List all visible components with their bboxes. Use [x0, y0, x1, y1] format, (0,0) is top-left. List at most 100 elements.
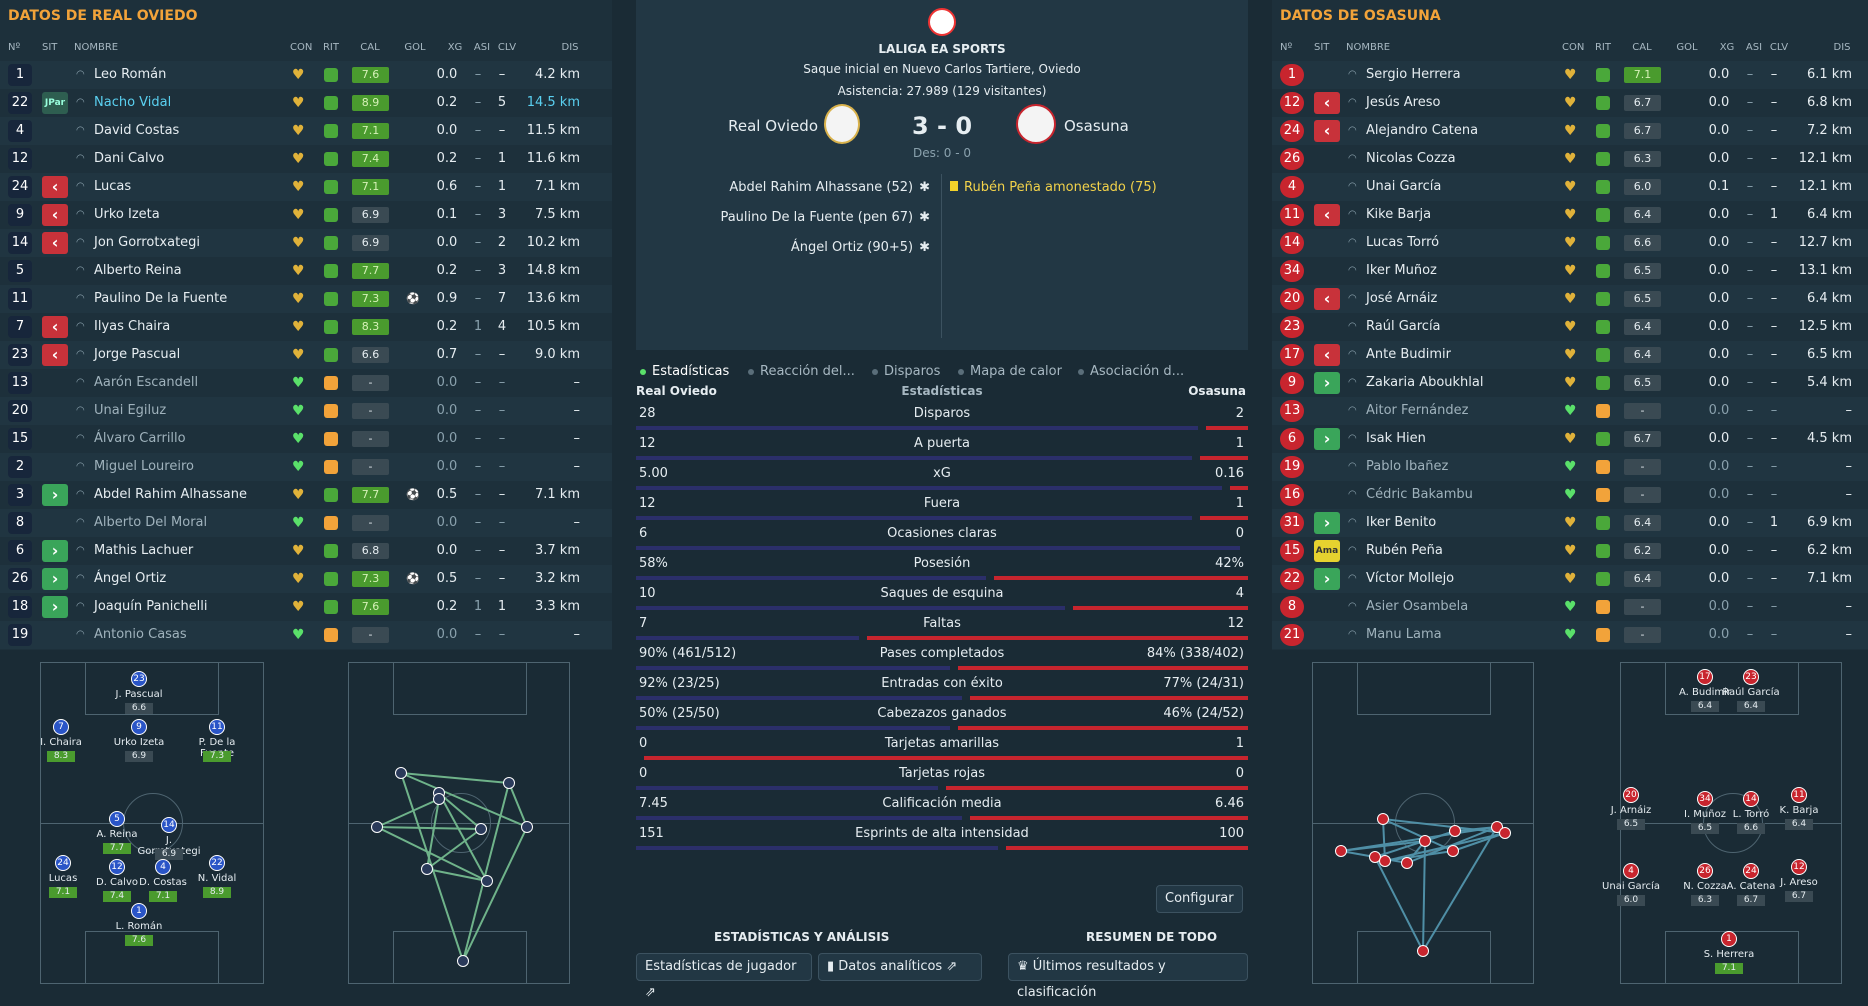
player-name[interactable]: Ilyas Chaira	[94, 319, 171, 334]
table-row[interactable]: 1 ◠ Leo Román ♥ 7.6 0.0 – – 4.2 km	[0, 61, 612, 89]
tab-4[interactable]: Asociación d...	[1078, 364, 1184, 379]
table-row[interactable]: 20 ‹ ◠ José Arnáiz ♥ 6.5 0.0 – – 6.4 km	[1272, 285, 1868, 313]
pass-node[interactable]	[1401, 857, 1413, 869]
player-stats-button[interactable]: Estadísticas de jugador ⇗	[636, 953, 812, 1000]
player-name[interactable]: Rubén Peña	[1366, 543, 1443, 558]
pass-node[interactable]	[1335, 845, 1347, 857]
pass-node[interactable]	[481, 875, 493, 887]
table-row[interactable]: 11 ◠ Paulino De la Fuente ♥ 7.3 ⚽ 0.9 –7 13.6 km	[0, 285, 612, 313]
player-name[interactable]: Aarón Escandell	[94, 375, 199, 390]
pass-node[interactable]	[1377, 813, 1389, 825]
col-header[interactable]: ASI	[1745, 42, 1763, 53]
player-name[interactable]: Iker Benito	[1366, 515, 1437, 530]
player-marker[interactable]: 1	[1721, 931, 1737, 947]
pass-node[interactable]	[1447, 845, 1459, 857]
player-marker[interactable]: 34	[1697, 791, 1713, 807]
player-name[interactable]: Lucas	[94, 179, 132, 194]
col-header[interactable]: CLV	[1769, 42, 1789, 53]
table-row[interactable]: 14 ◠ Lucas Torró ♥ 6.6 0.0 – – 12.7 km	[1272, 229, 1868, 257]
player-name[interactable]: Isak Hien	[1366, 431, 1426, 446]
player-marker[interactable]: 5	[109, 811, 125, 827]
player-name[interactable]: Abdel Rahim Alhassane	[94, 487, 247, 502]
table-row[interactable]: 11 ‹ ◠ Kike Barja ♥ 6.4 0.0 –1 6.4 km	[1272, 201, 1868, 229]
pass-node[interactable]	[1379, 855, 1391, 867]
player-name[interactable]: Leo Román	[94, 67, 167, 82]
pass-node[interactable]	[475, 823, 487, 835]
table-row[interactable]: 9 › ◠ Zakaria Aboukhlal ♥ 6.5 0.0 – – 5.4 km	[1272, 369, 1868, 397]
player-marker[interactable]: 17	[1697, 669, 1713, 685]
player-name[interactable]: Urko Izeta	[94, 207, 160, 222]
player-marker[interactable]: 12	[109, 859, 125, 875]
home-team-name[interactable]: Real Oviedo	[728, 117, 818, 135]
player-name[interactable]: Dani Calvo	[94, 151, 165, 166]
col-header[interactable]: DIS	[1833, 42, 1851, 53]
table-row[interactable]: 21 ◠ Manu Lama ♥ - 0.0 – – –	[1272, 621, 1868, 649]
away-team-name[interactable]: Osasuna	[1064, 117, 1129, 135]
player-marker[interactable]: 20	[1623, 787, 1639, 803]
table-row[interactable]: 19 ◠ Pablo Ibañez ♥ - 0.0 – – –	[1272, 453, 1868, 481]
player-name[interactable]: Sergio Herrera	[1366, 67, 1461, 82]
player-name[interactable]: Unai García	[1366, 179, 1442, 194]
col-header[interactable]: RIT	[1594, 42, 1611, 53]
player-name[interactable]: Asier Osambela	[1366, 599, 1469, 614]
pass-node[interactable]	[1449, 825, 1461, 837]
table-row[interactable]: 13 ◠ Aarón Escandell ♥ - 0.0 – – –	[0, 369, 612, 397]
tab-0[interactable]: Estadísticas	[640, 364, 729, 379]
table-row[interactable]: 18 › ◠ Joaquín Panichelli ♥ 7.6 0.2 1 1 3.3 km	[0, 593, 612, 621]
col-header[interactable]: NOMBRE	[74, 42, 119, 53]
table-row[interactable]: 24 ‹ ◠ Alejandro Catena ♥ 6.7 0.0 – – 7.2 km	[1272, 117, 1868, 145]
player-name[interactable]: Alberto Del Moral	[94, 515, 208, 530]
col-header[interactable]: NOMBRE	[1346, 42, 1391, 53]
table-row[interactable]: 24 ‹ ◠ Lucas ♥ 7.1 0.6 –1 7.1 km	[0, 173, 612, 201]
player-name[interactable]: Unai Egiluz	[94, 403, 167, 418]
col-header[interactable]: SIT	[1314, 42, 1330, 53]
table-row[interactable]: 26 ◠ Nicolas Cozza ♥ 6.3 0.0 – – 12.1 km	[1272, 145, 1868, 173]
table-row[interactable]: 4 ◠ David Costas ♥ 7.1 0.0 – – 11.5 km	[0, 117, 612, 145]
player-name[interactable]: Miguel Loureiro	[94, 459, 194, 474]
col-header[interactable]: XG	[1719, 42, 1735, 53]
player-name[interactable]: Alberto Reina	[94, 263, 182, 278]
pass-node[interactable]	[1499, 827, 1511, 839]
player-name[interactable]: Nacho Vidal	[94, 95, 172, 110]
table-row[interactable]: 7 ‹ ◠ Ilyas Chaira ♥ 8.3 0.2 1 4 10.5 km	[0, 313, 612, 341]
pass-node[interactable]	[371, 821, 383, 833]
player-marker[interactable]: 23	[131, 671, 147, 687]
col-header[interactable]: GOL	[1676, 42, 1698, 53]
tab-2[interactable]: Disparos	[872, 364, 940, 379]
player-name[interactable]: Nicolas Cozza	[1366, 151, 1456, 166]
tab-3[interactable]: Mapa de calor	[958, 364, 1062, 379]
table-row[interactable]: 6 › ◠ Mathis Lachuer ♥ 6.8 0.0 – – 3.7 km	[0, 537, 612, 565]
col-header[interactable]: CAL	[360, 42, 380, 53]
player-marker[interactable]: 4	[155, 859, 171, 875]
table-row[interactable]: 13 ◠ Aitor Fernández ♥ - 0.0 – – –	[1272, 397, 1868, 425]
table-row[interactable]: 8 ◠ Asier Osambela ♥ - 0.0 – – –	[1272, 593, 1868, 621]
player-marker[interactable]: 23	[1743, 669, 1759, 685]
player-name[interactable]: Paulino De la Fuente	[94, 291, 228, 306]
pass-node[interactable]	[421, 863, 433, 875]
table-row[interactable]: 34 ◠ Iker Muñoz ♥ 6.5 0.0 – – 13.1 km	[1272, 257, 1868, 285]
table-row[interactable]: 31 › ◠ Iker Benito ♥ 6.4 0.0 –1 6.9 km	[1272, 509, 1868, 537]
pass-node[interactable]	[1419, 835, 1431, 847]
table-row[interactable]: 22 › ◠ Víctor Mollejo ♥ 6.4 0.0 – – 7.1 km	[1272, 565, 1868, 593]
player-name[interactable]: Antonio Casas	[94, 627, 187, 642]
player-name[interactable]: Mathis Lachuer	[94, 543, 194, 558]
player-marker[interactable]: 22	[209, 855, 225, 871]
player-marker[interactable]: 11	[1791, 787, 1807, 803]
player-marker[interactable]: 9	[131, 719, 147, 735]
col-header[interactable]: CLV	[497, 42, 517, 53]
table-row[interactable]: 6 › ◠ Isak Hien ♥ 6.7 0.0 – – 4.5 km	[1272, 425, 1868, 453]
table-row[interactable]: 26 › ◠ Ángel Ortiz ♥ 7.3 ⚽ 0.5 – – 3.2 km	[0, 565, 612, 593]
col-header[interactable]: CON	[1562, 42, 1585, 53]
player-marker[interactable]: 11	[209, 719, 225, 735]
player-name[interactable]: Raúl García	[1366, 319, 1441, 334]
player-name[interactable]: Alejandro Catena	[1366, 123, 1479, 138]
player-name[interactable]: Álvaro Carrillo	[94, 431, 186, 446]
results-button[interactable]: ♛ Últimos resultados y clasificación	[1008, 953, 1248, 1000]
table-row[interactable]: 20 ◠ Unai Egiluz ♥ - 0.0 – – –	[0, 397, 612, 425]
player-name[interactable]: Lucas Torró	[1366, 235, 1440, 250]
col-header[interactable]: XG	[447, 42, 463, 53]
table-row[interactable]: 3 › ◠ Abdel Rahim Alhassane ♥ 7.7 ⚽ 0.5 – – 7.1 km	[0, 481, 612, 509]
table-row[interactable]: 1 ◠ Sergio Herrera ♥ 7.1 0.0 – – 6.1 km	[1272, 61, 1868, 89]
player-name[interactable]: David Costas	[94, 123, 180, 138]
col-header[interactable]: CON	[290, 42, 313, 53]
